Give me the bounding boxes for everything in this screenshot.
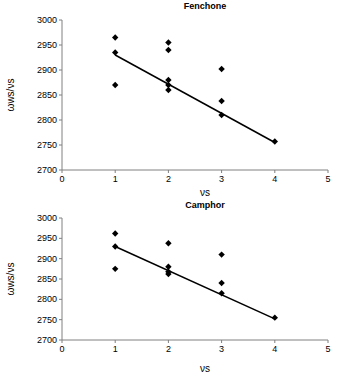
y-tick [59,20,62,21]
y-tick-label: 2750 [37,315,57,325]
data-point [112,230,118,236]
chart: Fenchone 2700 2750 2800 2850 2900 2950 3000 0 1 2 3… [5,1,331,198]
data-point [112,34,118,40]
data-point [165,87,171,93]
y-tick [59,299,62,300]
x-tick-label: 3 [219,344,224,354]
plot-area [112,34,278,144]
x-tick [168,340,169,343]
y-tick [59,319,62,320]
data-point [218,280,224,286]
chart-title: Camphor [185,200,225,210]
x-tick [328,170,329,173]
x-tick [328,340,329,343]
x-axis-line [62,170,328,171]
y-tick [59,238,62,239]
x-tick [168,170,169,173]
y-tick-label: 2700 [37,335,57,345]
x-tick-label: 2 [166,174,171,184]
x-tick-label: 5 [325,174,330,184]
x-axis-line [62,340,328,341]
data-point [165,47,171,53]
y-tick-label: 2800 [37,115,57,125]
x-tick-label: 4 [272,344,277,354]
y-tick [59,120,62,121]
data-point [218,98,224,104]
y-tick-label: 2800 [37,294,57,304]
y-tick [59,218,62,219]
trend-line [115,246,275,318]
x-tick [115,170,116,173]
y-tick-label: 2950 [37,40,57,50]
x-axis-title: νs [200,187,210,198]
data-point [112,49,118,55]
x-tick-label: 3 [219,174,224,184]
x-tick-label: 1 [113,344,118,354]
x-tick-label: 5 [325,344,330,354]
plot-area [112,230,278,321]
y-tick-label: 2850 [37,90,57,100]
x-tick [115,340,116,343]
y-tick [59,70,62,71]
y-tick-label: 3000 [37,213,57,223]
figure: Fenchone 2700 2750 2800 2850 2900 2950 3000 0 1 2 3… [0,0,343,385]
y-tick [59,145,62,146]
chart: Camphor 2700 2750 2800 2850 2900 2950 3000 0 1 2 3 4… [5,200,331,374]
data-point [112,266,118,272]
y-tick-label: 2700 [37,165,57,175]
x-tick [274,340,275,343]
y-axis-title: ωws/νs [5,263,16,296]
x-tick [221,340,222,343]
x-tick [221,170,222,173]
trend-line [115,55,275,143]
y-tick [59,258,62,259]
x-tick-label: 0 [59,344,64,354]
data-point [165,39,171,45]
x-tick [62,170,63,173]
x-tick-label: 4 [272,174,277,184]
y-tick-label: 2900 [37,65,57,75]
x-tick [62,340,63,343]
y-tick-label: 3000 [37,15,57,25]
x-tick-label: 2 [166,344,171,354]
data-point [165,240,171,246]
x-tick-label: 0 [59,174,64,184]
y-tick [59,45,62,46]
y-tick-label: 2850 [37,274,57,284]
data-point [218,251,224,257]
y-tick-label: 2900 [37,254,57,264]
x-axis-title: νs [200,363,210,374]
y-tick-label: 2750 [37,140,57,150]
data-point [112,82,118,88]
y-tick [59,95,62,96]
y-tick [59,279,62,280]
x-tick [274,170,275,173]
x-tick-label: 1 [113,174,118,184]
y-tick-label: 2950 [37,233,57,243]
y-axis-title: ωws/νs [5,79,16,112]
chart-title: Fenchone [184,1,227,11]
data-point [218,66,224,72]
